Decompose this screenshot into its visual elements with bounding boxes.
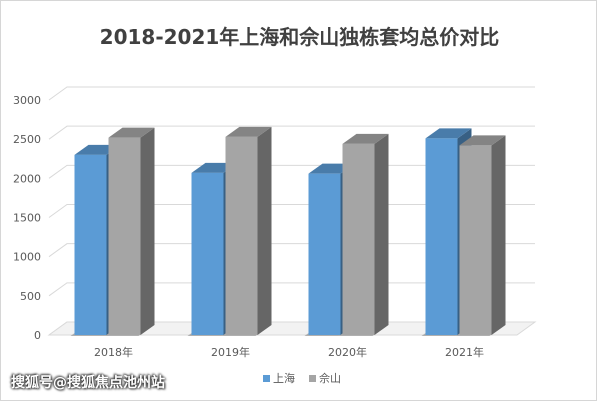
bar-side [257,126,272,335]
y-tick-label: 1000 [13,251,41,264]
legend-swatch [309,375,316,382]
legend-label: 上海 [273,371,295,385]
bar-top [459,135,506,146]
bar [108,137,141,335]
y-tick-label: 500 [20,290,41,303]
chart-title: 2018-2021年上海和佘山独栋套均总价对比 [99,25,500,49]
bar-top [425,128,472,139]
legend-label: 佘山 [319,371,341,385]
y-tick-label: 2000 [13,172,41,185]
bar-top [108,127,155,138]
x-tick-label: 2018年 [94,345,133,359]
bar-side [140,127,155,335]
bar-side [374,133,389,335]
legend-swatch [263,375,270,382]
y-tick-label: 1500 [13,212,41,225]
bar [342,143,375,335]
bar-side [491,135,506,335]
x-tick-label: 2021年 [445,345,484,359]
x-tick-label: 2019年 [211,345,250,359]
bar-top [342,133,389,144]
bar [191,172,224,335]
gridline [48,86,535,101]
gridline [48,125,535,140]
bar [225,136,258,335]
y-tick-label: 2500 [13,133,41,146]
bar [425,138,458,335]
x-tick-label: 2020年 [328,345,367,359]
bar [308,173,341,335]
watermark-text: 搜狐号@搜狐焦点池州站 [11,375,165,391]
bar [459,145,492,335]
bar-top [225,126,272,137]
y-tick-label: 3000 [13,94,41,107]
bar [74,154,107,335]
y-tick-label: 0 [34,329,41,342]
